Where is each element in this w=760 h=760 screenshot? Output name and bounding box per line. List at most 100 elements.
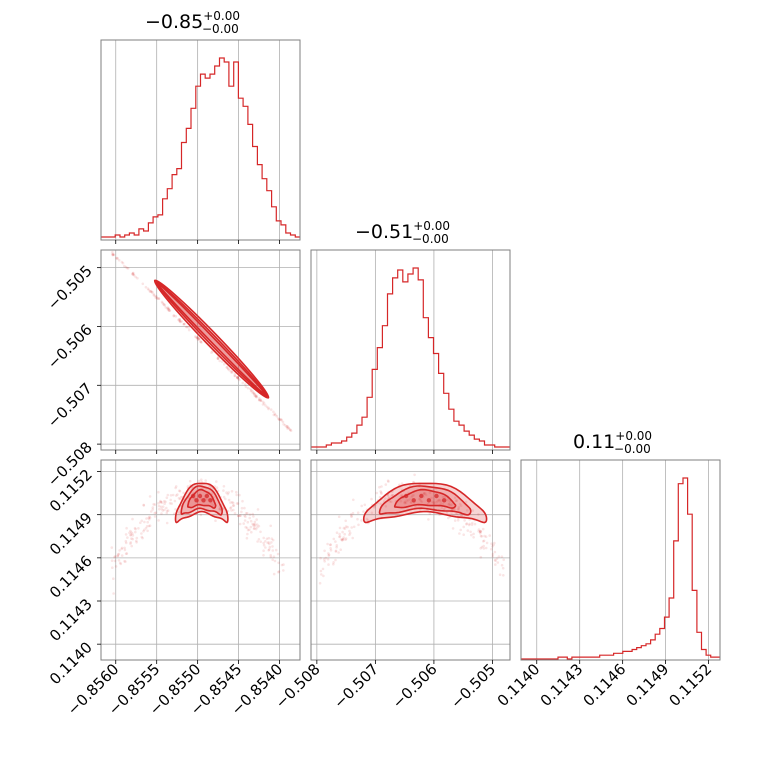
scatter-point: [111, 253, 114, 257]
scatter-point: [472, 536, 475, 539]
scatter-point: [157, 519, 160, 522]
scatter-point: [215, 480, 218, 483]
scatter-point: [390, 494, 393, 498]
scatter-point: [257, 398, 261, 402]
scatter-point: [427, 518, 430, 521]
scatter-point: [287, 427, 291, 430]
scatter-point: [479, 534, 483, 538]
scatter-point: [163, 303, 166, 306]
scatter-point: [274, 413, 277, 417]
scatter-point: [164, 500, 167, 504]
scatter-point: [479, 530, 483, 533]
scatter-point: [152, 293, 156, 296]
scatter-point: [249, 389, 253, 393]
scatter-point: [153, 511, 157, 515]
scatter-point: [225, 366, 229, 369]
contour-level-3: [393, 488, 457, 509]
scatter-point: [244, 512, 248, 515]
scatter-point: [161, 509, 165, 512]
scatter-point: [479, 532, 482, 535]
scatter-point: [498, 573, 502, 576]
scatter-point: [258, 397, 261, 400]
scatter-point: [230, 509, 233, 512]
scatter-point: [129, 529, 132, 533]
scatter-point: [131, 273, 135, 276]
x-tick-label: −0.507: [330, 660, 382, 712]
scatter-point: [481, 527, 485, 531]
scatter-point: [243, 514, 246, 517]
scatter-point: [323, 549, 326, 553]
scatter-point: [334, 558, 337, 562]
scatter-point: [350, 514, 353, 518]
scatter-point: [455, 499, 459, 502]
title-value: 0.11: [573, 431, 615, 453]
scatter-point: [267, 549, 271, 552]
title-value: −0.85: [145, 11, 203, 33]
scatter-point: [337, 515, 341, 519]
scatter-point: [183, 322, 186, 326]
scatter-point: [168, 309, 171, 312]
scatter-point: [485, 541, 489, 545]
scatter-point: [271, 558, 275, 561]
scatter-point: [269, 555, 273, 559]
scatter-point: [243, 519, 247, 522]
scatter-point: [242, 522, 245, 525]
scatter-point: [477, 513, 480, 516]
scatter-point: [148, 515, 151, 519]
scatter-point: [149, 290, 152, 293]
scatter-point: [155, 297, 159, 300]
scatter-point: [125, 552, 129, 555]
scatter-point: [428, 491, 432, 495]
scatter-point: [178, 320, 182, 323]
scatter-point: [165, 511, 169, 515]
scatter-point: [326, 542, 329, 546]
scatter-point: [424, 493, 428, 497]
scatter-point: [137, 527, 140, 530]
scatter-point: [370, 497, 373, 501]
scatter-point: [264, 546, 267, 549]
scatter-point: [245, 536, 249, 540]
scatter-point: [131, 271, 135, 275]
scatter-point: [141, 282, 145, 286]
scatter-point: [270, 537, 274, 540]
scatter-point: [261, 403, 265, 406]
scatter-point: [356, 511, 360, 514]
scatter-point: [497, 555, 501, 558]
hist-grid-0: [115, 40, 280, 240]
scatter-point: [129, 542, 132, 545]
scatter-point: [167, 307, 171, 311]
scatter-point: [163, 499, 166, 503]
scatter-point: [479, 529, 482, 533]
scatter-point: [335, 531, 339, 534]
hist-grid-1: [316, 250, 493, 450]
scatter-point: [160, 507, 163, 511]
scatter-point: [334, 549, 338, 553]
scatter-point: [438, 498, 441, 502]
scatter-point: [143, 528, 146, 532]
scatter-point: [267, 406, 270, 410]
scatter-point: [430, 496, 433, 500]
scatter-point: [279, 418, 283, 421]
scatter-point: [286, 427, 289, 430]
scatter-point: [128, 531, 131, 535]
scatter-point: [491, 552, 495, 556]
scatter-point: [236, 376, 239, 379]
scatter-point: [161, 505, 165, 509]
scatter-point: [268, 545, 272, 549]
scatter-point: [373, 506, 376, 509]
scatter-point: [169, 498, 172, 502]
scatter-point: [160, 501, 164, 504]
scatter-point: [411, 494, 414, 498]
scatter-point: [384, 497, 387, 500]
scatter-point: [174, 315, 178, 318]
scatter-point: [113, 555, 117, 558]
panel-content-0-1: [111, 250, 293, 433]
scatter-point: [157, 490, 160, 494]
scatter-point: [432, 500, 436, 504]
scatter-point: [329, 543, 332, 547]
scatter-point: [236, 376, 239, 380]
scatter-point: [253, 394, 256, 397]
scatter-point: [482, 547, 486, 550]
scatter-point: [112, 592, 115, 595]
scatter-point: [149, 289, 153, 293]
